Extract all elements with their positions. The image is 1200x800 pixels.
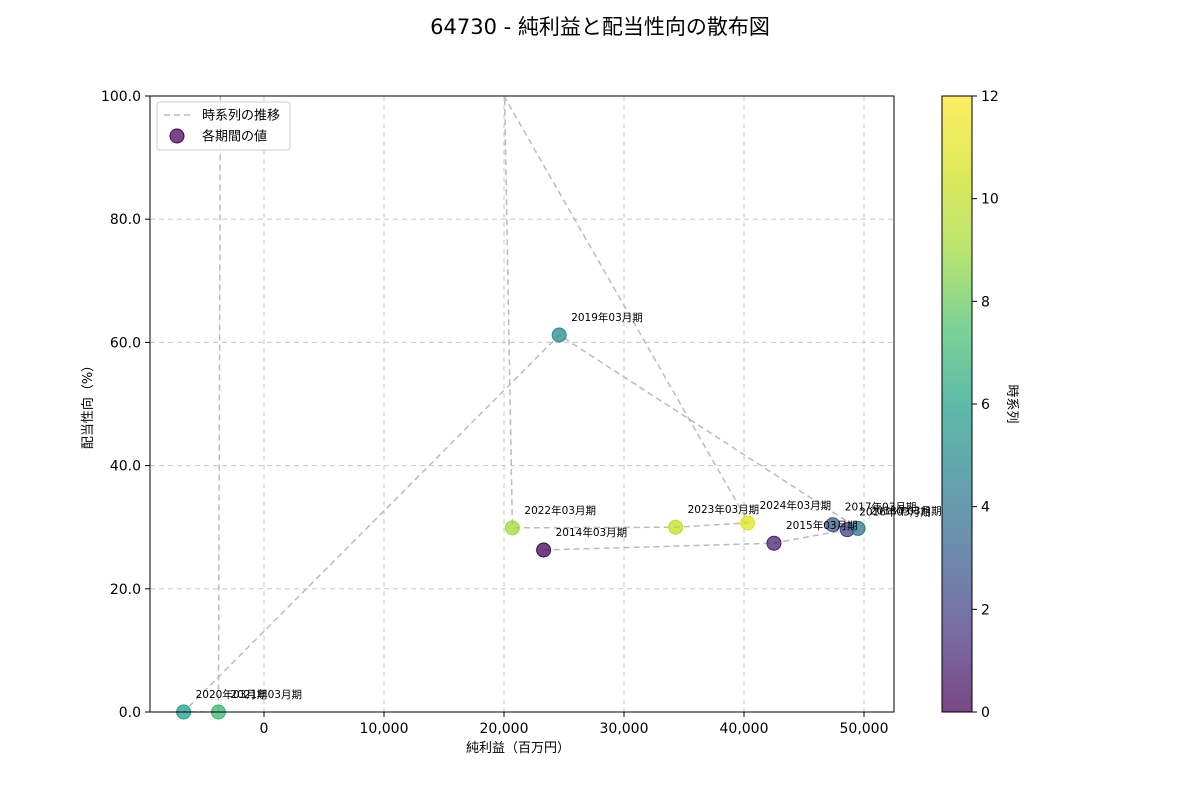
x-tick-label: 30,000 xyxy=(600,721,649,737)
data-point-label: 2020年03月期 xyxy=(196,688,268,701)
y-tick-label: 80.0 xyxy=(110,212,141,228)
x-tick-label: 10,000 xyxy=(360,721,409,737)
colorbar-gradient xyxy=(942,96,972,712)
data-point-label: 2018年03月期 xyxy=(870,504,942,517)
data-point xyxy=(825,517,841,533)
data-point-label: 2017年03月期 xyxy=(845,501,917,514)
data-point-label: 2023年03月期 xyxy=(688,503,760,516)
x-tick-label: 50,000 xyxy=(840,721,889,737)
grid xyxy=(150,95,894,713)
y-tick-label: 60.0 xyxy=(110,335,141,351)
colorbar-tick-label: 8 xyxy=(981,294,990,310)
data-point-label: 2019年03月期 xyxy=(571,311,643,324)
legend-box xyxy=(156,101,291,151)
legend-line-label: 時系列の推移 xyxy=(202,109,280,124)
data-point-label: 2015年03月期 xyxy=(786,519,858,532)
data-point xyxy=(766,535,782,551)
colorbar-tick-label: 2 xyxy=(981,602,990,618)
data-point xyxy=(850,520,866,536)
legend-point-swatch xyxy=(169,128,185,144)
data-point xyxy=(740,515,756,531)
y-axis-ticks: 0.0 20.0 40.0 60.0 80.0 100.0 xyxy=(101,89,150,721)
data-points xyxy=(176,327,866,720)
x-tick-label: 0 xyxy=(260,721,269,737)
colorbar-tick-label: 0 xyxy=(981,705,990,721)
legend-point-label: 各期間の値 xyxy=(202,129,267,145)
x-tick-label: 40,000 xyxy=(720,721,769,737)
data-point xyxy=(551,327,567,343)
colorbar-tick-label: 12 xyxy=(981,89,999,105)
x-axis-ticks: 0 10,000 20,000 30,000 40,000 50,000 xyxy=(260,712,889,737)
colorbar-ticks: 0 2 4 6 8 10 12 xyxy=(972,89,999,721)
x-tick-label: 20,000 xyxy=(480,721,529,737)
data-point xyxy=(668,519,684,535)
colorbar-tick-label: 4 xyxy=(981,500,990,516)
data-point-label: 2022年03月期 xyxy=(524,504,596,517)
plot-frame xyxy=(149,95,895,713)
y-tick-label: 0.0 xyxy=(119,705,141,721)
x-axis-label: 純利益（百万円） xyxy=(466,741,570,756)
y-tick-label: 100.0 xyxy=(101,89,141,105)
data-point-label: 2016年03月期 xyxy=(859,506,931,519)
data-point-label: 2024年03月期 xyxy=(760,499,832,512)
y-axis-label: 配当性向（%） xyxy=(80,359,96,449)
colorbar-label: 時系列 xyxy=(1004,384,1019,423)
data-point-label: 2021年03月期 xyxy=(230,688,302,701)
colorbar: 0 2 4 6 8 10 12 時系列 xyxy=(941,89,1019,721)
data-point-label: 2014年03月期 xyxy=(556,526,628,539)
data-point xyxy=(536,542,552,558)
legend: 時系列の推移 各期間の値 xyxy=(156,101,291,151)
y-tick-label: 20.0 xyxy=(110,582,141,598)
colorbar-tick-label: 10 xyxy=(981,192,999,208)
y-tick-label: 40.0 xyxy=(110,459,141,475)
point-labels: 2014年03月期 2015年03月期2016年03月期2017年03月期2018… xyxy=(196,311,942,701)
chart-title: 64730 - 純利益と配当性向の散布図 xyxy=(430,15,770,39)
colorbar-tick-label: 6 xyxy=(981,397,990,413)
data-point xyxy=(504,520,520,536)
